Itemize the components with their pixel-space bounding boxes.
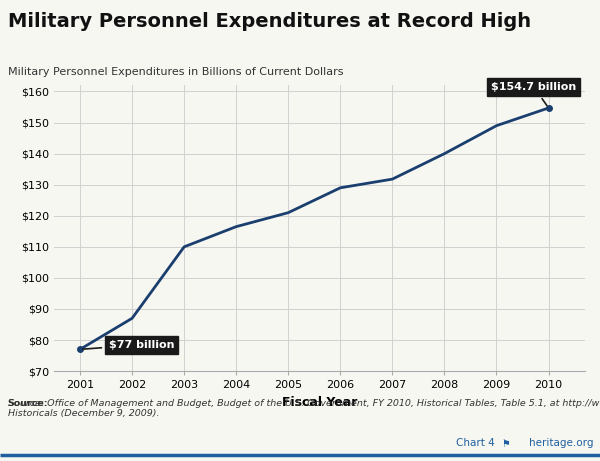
Text: Source: Office of Management and Budget, Budget of the U.S. Government, FY 2010,: Source: Office of Management and Budget,… <box>8 399 600 418</box>
X-axis label: Fiscal Year: Fiscal Year <box>282 396 357 409</box>
Text: Military Personnel Expenditures at Record High: Military Personnel Expenditures at Recor… <box>8 12 531 30</box>
Text: $77 billion: $77 billion <box>83 340 174 350</box>
Text: Military Personnel Expenditures in Billions of Current Dollars: Military Personnel Expenditures in Billi… <box>8 67 343 77</box>
Text: heritage.org: heritage.org <box>530 438 594 448</box>
Text: Source:: Source: <box>8 399 48 408</box>
Text: $154.7 billion: $154.7 billion <box>491 82 577 106</box>
Text: Chart 4: Chart 4 <box>456 438 495 448</box>
Text: ⚑: ⚑ <box>501 439 510 449</box>
